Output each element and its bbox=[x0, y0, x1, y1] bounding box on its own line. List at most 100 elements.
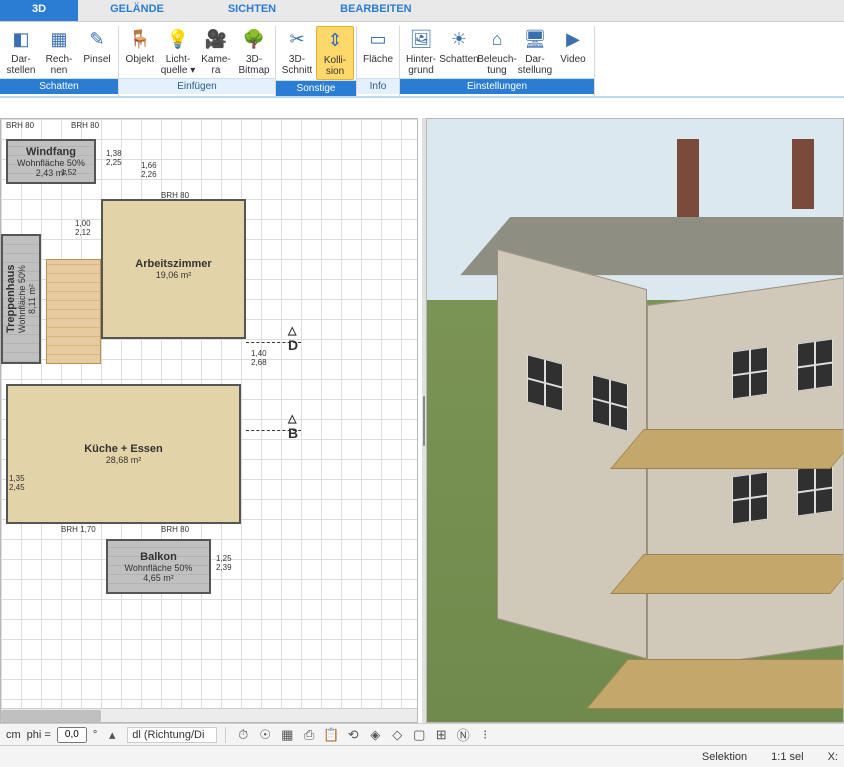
dimension-label: 2,68 bbox=[251, 358, 267, 367]
toolbar-icon[interactable]: ◇ bbox=[388, 726, 406, 744]
ribbon-icon: 🎥 bbox=[204, 28, 228, 52]
toolbar-icon[interactable]: 📋 bbox=[322, 726, 340, 744]
ribbon: ◧Dar-stellen▦Rech-nen✎PinselSchatten🪑Obj… bbox=[0, 22, 844, 98]
ground-floor bbox=[586, 659, 843, 709]
phi-label: phi = bbox=[27, 729, 51, 741]
toolbar-icon[interactable]: Ⓝ bbox=[454, 726, 472, 744]
ribbon-btn-kolli-sion[interactable]: ⇕Kolli-sion bbox=[316, 26, 354, 80]
stepper-icon[interactable]: ▴ bbox=[103, 726, 121, 744]
ribbon-btn-kame-ra[interactable]: 🎥Kame-ra bbox=[197, 26, 235, 78]
ribbon-btn-pinsel[interactable]: ✎Pinsel bbox=[78, 26, 116, 78]
ribbon-btn-3d-bitmap[interactable]: 🌳3D-Bitmap bbox=[235, 26, 273, 78]
house-model bbox=[497, 229, 837, 659]
3d-view-pane[interactable] bbox=[426, 118, 844, 723]
section-marker-d: △D bbox=[288, 324, 298, 353]
ribbon-icon: ⌂ bbox=[485, 28, 509, 52]
ribbon-btn-licht-quelle[interactable]: 💡Licht-quelle ▾ bbox=[159, 26, 197, 78]
toolbar-icon[interactable]: ☉ bbox=[256, 726, 274, 744]
status-bar: Selektion 1:1 sel X: bbox=[0, 745, 844, 767]
ribbon-btn-objekt[interactable]: 🪑Objekt bbox=[121, 26, 159, 78]
ribbon-label: Licht-quelle ▾ bbox=[161, 54, 196, 76]
window bbox=[797, 463, 833, 516]
dimension-label: BRH 80 bbox=[161, 525, 189, 534]
ribbon-label: Video bbox=[560, 54, 585, 76]
window bbox=[797, 338, 833, 391]
room-windfang[interactable]: WindfangWohnfläche 50%2,43 m² bbox=[6, 139, 96, 184]
room-balkon[interactable]: BalkonWohnfläche 50%4,65 m² bbox=[106, 539, 211, 594]
menu-tab-bar: 3D GELÄNDE SICHTEN BEARBEITEN bbox=[0, 0, 844, 22]
floorplan-canvas[interactable]: WindfangWohnfläche 50%2,43 m²Arbeitszimm… bbox=[1, 119, 417, 722]
toolbar-icon[interactable]: ⎙ bbox=[300, 726, 318, 744]
ribbon-icon: ▭ bbox=[366, 28, 390, 52]
toolbar-icon[interactable]: ▦ bbox=[278, 726, 296, 744]
phi-input[interactable] bbox=[57, 727, 87, 743]
section-line bbox=[246, 342, 301, 343]
toolbar-icon[interactable]: ◈ bbox=[366, 726, 384, 744]
tab-bearbeiten[interactable]: BEARBEITEN bbox=[308, 0, 444, 21]
ribbon-btn-hinter-grund[interactable]: 🖼Hinter-grund bbox=[402, 26, 440, 78]
toolbar-icon[interactable]: ⁝ bbox=[476, 726, 494, 744]
dimension-label: 1,35 bbox=[9, 474, 25, 483]
section-line bbox=[246, 430, 301, 431]
cm-label: cm bbox=[6, 729, 21, 741]
ribbon-btn-schatten[interactable]: ☀Schatten bbox=[440, 26, 478, 78]
status-x: X: bbox=[828, 751, 838, 763]
ribbon-icon: ▦ bbox=[47, 28, 71, 52]
toolbar-icon[interactable]: ⏱ bbox=[234, 726, 252, 744]
chimney bbox=[792, 139, 814, 209]
tab-3d[interactable]: 3D bbox=[0, 0, 78, 21]
dimension-label: BRH 1,70 bbox=[61, 525, 96, 534]
balcony-floor bbox=[610, 429, 843, 469]
dimension-label: BRH 80 bbox=[71, 121, 99, 130]
workspace: WindfangWohnfläche 50%2,43 m²Arbeitszimm… bbox=[0, 118, 844, 723]
dimension-label: BRH 80 bbox=[161, 191, 189, 200]
toolbar-icon[interactable]: ⟲ bbox=[344, 726, 362, 744]
ribbon-label: Pinsel bbox=[83, 54, 110, 76]
ribbon-icon: 🪑 bbox=[128, 28, 152, 52]
ribbon-btn-beleuch-tung[interactable]: ⌂Beleuch-tung bbox=[478, 26, 516, 78]
room-sub: Wohnfläche 50% bbox=[125, 563, 193, 573]
floorplan-hscroll[interactable] bbox=[1, 708, 417, 722]
ribbon-icon: ▶ bbox=[561, 28, 585, 52]
ribbon-group-label: Schatten bbox=[0, 78, 118, 94]
ribbon-btn-dar-stellung[interactable]: 🖥Dar-stellung bbox=[516, 26, 554, 78]
room-area: 28,68 m² bbox=[106, 455, 142, 465]
room-area: 19,06 m² bbox=[156, 270, 192, 280]
ribbon-label: Fläche bbox=[363, 54, 393, 76]
ribbon-group-label: Info bbox=[357, 78, 399, 94]
ribbon-btn-rech-nen[interactable]: ▦Rech-nen bbox=[40, 26, 78, 78]
ribbon-icon: 💡 bbox=[166, 28, 190, 52]
room-sub: Wohnfläche 50% bbox=[17, 265, 27, 333]
ribbon-label: 3D-Bitmap bbox=[238, 54, 269, 76]
3d-canvas[interactable] bbox=[427, 119, 843, 722]
dimension-label: 1,25 bbox=[216, 554, 232, 563]
room-kcheessen[interactable]: Küche + Essen28,68 m² bbox=[6, 384, 241, 524]
room-name: Küche + Essen bbox=[84, 443, 163, 455]
chimney bbox=[677, 139, 699, 219]
ribbon-btn-dar-stellen[interactable]: ◧Dar-stellen bbox=[2, 26, 40, 78]
status-scale: 1:1 sel bbox=[771, 751, 803, 763]
dl-label: dl (Richtung/Di bbox=[127, 727, 217, 743]
ribbon-label: Hinter-grund bbox=[406, 54, 436, 76]
dimension-label: 2,39 bbox=[216, 563, 232, 572]
ribbon-btn-3d-schnitt[interactable]: ✂3D-Schnitt bbox=[278, 26, 316, 80]
room-treppenhaus[interactable]: TreppenhausWohnfläche 50%8,11 m² bbox=[1, 234, 41, 364]
floorplan-pane[interactable]: WindfangWohnfläche 50%2,43 m²Arbeitszimm… bbox=[0, 118, 418, 723]
tab-sichten[interactable]: SICHTEN bbox=[196, 0, 308, 21]
ribbon-group-sonstige: ✂3D-Schnitt⇕Kolli-sionSonstige bbox=[276, 26, 357, 96]
ribbon-label: Dar-stellung bbox=[518, 54, 552, 76]
tab-gelaende[interactable]: GELÄNDE bbox=[78, 0, 196, 21]
ribbon-btn-video[interactable]: ▶Video bbox=[554, 26, 592, 78]
section-marker-b: △B bbox=[288, 412, 298, 441]
ribbon-group-label: Einstellungen bbox=[400, 78, 594, 94]
dimension-label: 1,52 bbox=[61, 168, 77, 177]
ribbon-label: Objekt bbox=[126, 54, 155, 76]
ribbon-group-schatten: ◧Dar-stellen▦Rech-nen✎PinselSchatten bbox=[0, 26, 119, 96]
toolbar-icon[interactable]: ▢ bbox=[410, 726, 428, 744]
ribbon-btn-fläche[interactable]: ▭Fläche bbox=[359, 26, 397, 78]
room-arbeitszimmer[interactable]: Arbeitszimmer19,06 m² bbox=[101, 199, 246, 339]
dimension-label: 2,26 bbox=[141, 170, 157, 179]
toolbar-icon[interactable]: ⊞ bbox=[432, 726, 450, 744]
balcony-floor bbox=[610, 554, 843, 594]
ribbon-icon: ◧ bbox=[9, 28, 33, 52]
